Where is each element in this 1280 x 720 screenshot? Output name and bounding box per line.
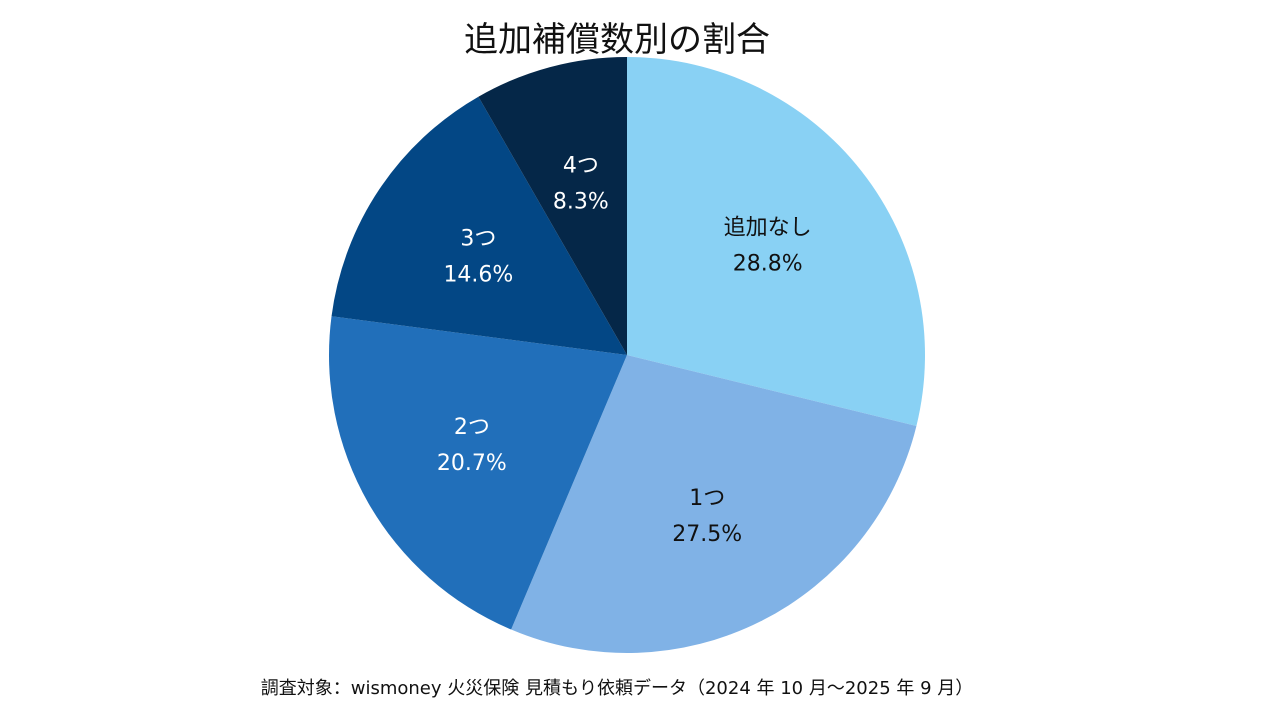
slice-percent-label: 28.8% <box>733 252 803 277</box>
pie-slices <box>329 56 926 653</box>
slice-percent-label: 27.5% <box>672 522 742 547</box>
chart-footnote: 調査対象：wismoney 火災保険 見積もり依頼データ（2024 年 10 月… <box>260 678 974 699</box>
pie-labels: 追加なし 28.8% 1つ 27.5% 2つ 20.7% 3つ 14.6% 4つ 8.3% <box>437 153 812 547</box>
slice-category-label: 追加なし <box>724 216 812 241</box>
pie-slice-3 <box>331 96 627 356</box>
pie-slice-2 <box>329 316 627 630</box>
slice-percent-label: 8.3% <box>553 189 609 214</box>
slice-percent-label: 14.6% <box>443 263 513 288</box>
pie-slice-4 <box>478 56 627 355</box>
pie-slice-0 <box>627 57 926 427</box>
slice-percent-label: 20.7% <box>437 451 507 476</box>
slice-category-label: 2つ <box>454 415 490 440</box>
slice-category-label: 4つ <box>563 153 599 178</box>
slice-category-label: 1つ <box>689 486 725 511</box>
pie-slice-1 <box>511 355 917 653</box>
slice-category-label: 3つ <box>460 227 496 252</box>
chart-title: 追加補償数別の割合 <box>464 20 770 60</box>
